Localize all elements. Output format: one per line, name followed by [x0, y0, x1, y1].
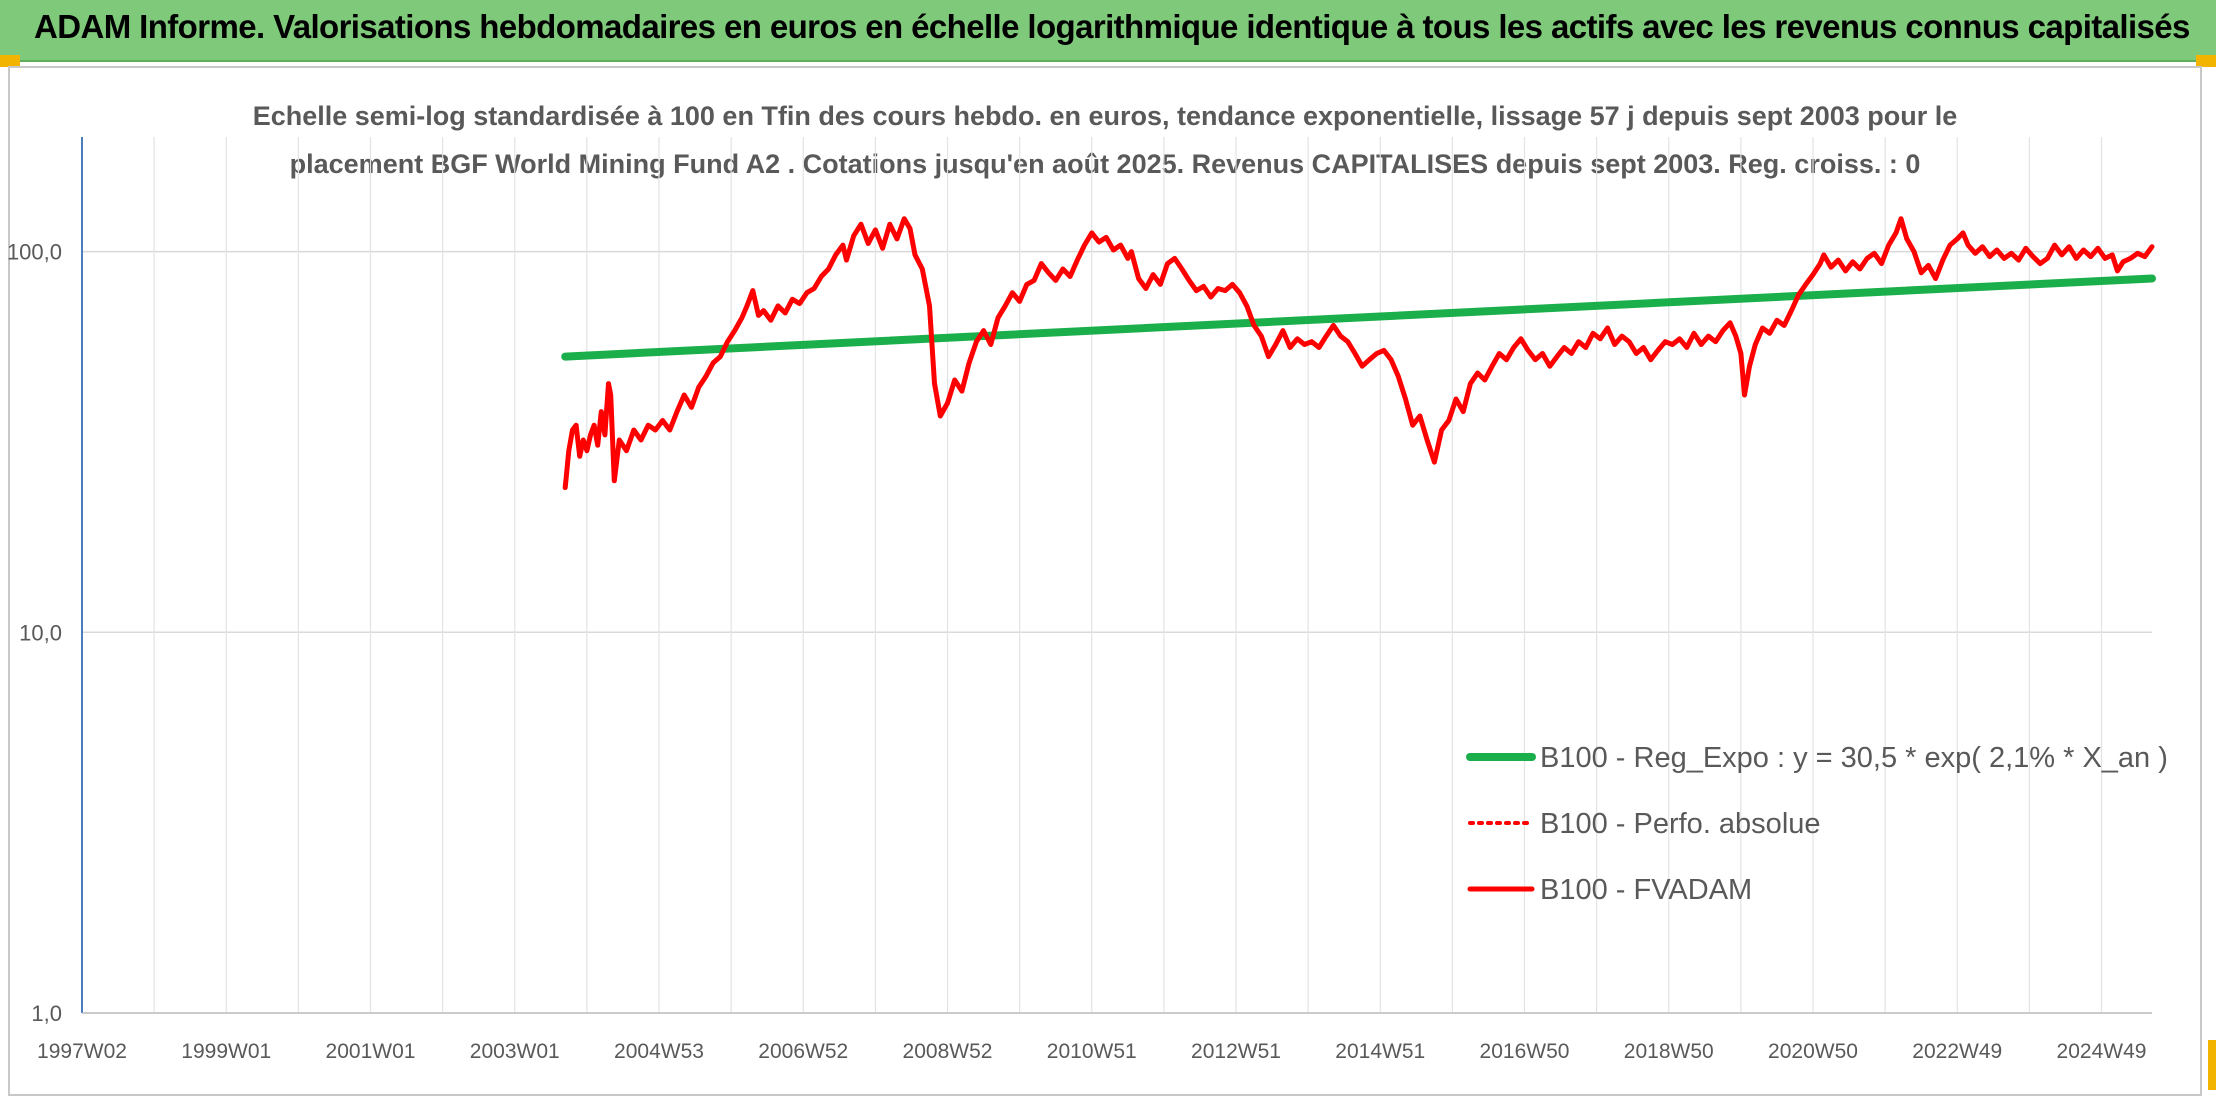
x-tick-label: 2008W52 — [903, 1040, 993, 1063]
y-tick-label: 100,0 — [7, 240, 62, 265]
corner-accent-top-left — [0, 55, 20, 67]
series-line-0 — [561, 274, 2156, 361]
series-line-2 — [562, 216, 2155, 491]
x-tick-label: 2001W01 — [326, 1040, 416, 1063]
legend-label: B100 - Reg_Expo : y = 30,5 * exp( 2,1% *… — [1540, 742, 2168, 774]
chart-title-line-1: Echelle semi-log standardisée à 100 en T… — [252, 101, 1958, 131]
corner-accent-top-right — [2196, 55, 2216, 67]
x-tick-label: 2010W51 — [1047, 1040, 1137, 1063]
corner-accent-bottom-right — [2208, 1040, 2216, 1090]
banner-title: ADAM Informe. Valorisations hebdomadaire… — [34, 8, 2190, 45]
report-banner: ADAM Informe. Valorisations hebdomadaire… — [0, 0, 2216, 62]
legend-label: B100 - FVADAM — [1540, 874, 1752, 906]
chart-frame — [8, 66, 2202, 1096]
x-tick-label: 2024W49 — [2057, 1040, 2147, 1063]
legend: B100 - Reg_Expo : y = 30,5 * exp( 2,1% *… — [1466, 742, 2168, 906]
legend-label: B100 - Perfo. absolue — [1540, 808, 1821, 840]
y-tick-label: 10,0 — [19, 620, 62, 645]
y-tick-label: 1,0 — [31, 1001, 62, 1026]
x-tick-label: 1999W01 — [181, 1040, 271, 1063]
axes: 1,0 10,0 100,0 1997W02 1999W01 2001W01 2003W01… — [7, 137, 2152, 1063]
x-tick-label: 2020W50 — [1768, 1040, 1858, 1063]
x-tick-label: 2004W53 — [614, 1040, 704, 1063]
chart-title: Echelle semi-log standardisée à 100 en T… — [250, 92, 1960, 188]
x-tick-label: 2018W50 — [1624, 1040, 1714, 1063]
x-tick-label: 2012W51 — [1191, 1040, 1281, 1063]
x-tick-label: 2022W49 — [1912, 1040, 2002, 1063]
x-tick-label: 2016W50 — [1480, 1040, 1570, 1063]
chart-title-line-2: placement BGF World Mining Fund A2 . Cot… — [289, 149, 1921, 179]
x-tick-label: 2014W51 — [1335, 1040, 1425, 1063]
series-layer — [561, 216, 2156, 491]
x-tick-label: 1997W02 — [37, 1040, 127, 1063]
x-tick-label: 2003W01 — [470, 1040, 560, 1063]
x-tick-label: 2006W52 — [758, 1040, 848, 1063]
